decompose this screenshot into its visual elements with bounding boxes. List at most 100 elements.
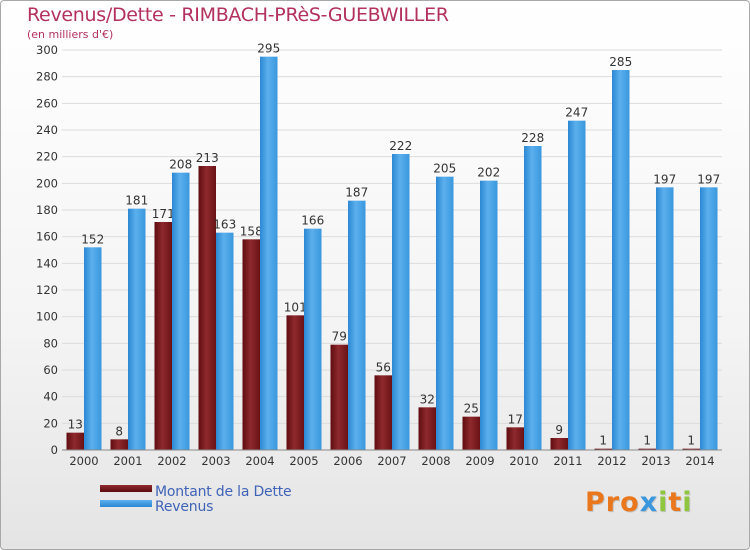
brand-letter: x — [639, 487, 659, 518]
x-tick-label: 2007 — [377, 454, 406, 468]
bar-debt-2002 — [154, 222, 172, 450]
data-label-debt-2013: 1 — [643, 434, 651, 448]
x-tick-label: 2006 — [333, 454, 362, 468]
y-tick-label: 280 — [36, 70, 58, 84]
y-tick-label: 220 — [36, 150, 58, 164]
x-tick-label: 2009 — [465, 454, 494, 468]
data-label-revenue-2014: 197 — [697, 172, 720, 186]
x-tick-label: 2013 — [641, 454, 670, 468]
x-tick-label: 2014 — [685, 454, 714, 468]
data-label-debt-2003: 213 — [196, 151, 219, 165]
brand-logo: Proxiti — [585, 487, 693, 518]
bar-debt-2005 — [286, 315, 304, 450]
y-tick-label: 160 — [36, 230, 58, 244]
bar-revenue-2000 — [84, 247, 102, 450]
data-label-debt-2004: 158 — [240, 224, 263, 238]
y-tick-label: 100 — [36, 310, 58, 324]
data-label-debt-2009: 25 — [464, 402, 479, 416]
bar-revenue-2006 — [348, 200, 366, 450]
bar-debt-2011 — [550, 438, 568, 450]
bar-revenue-2012 — [612, 70, 630, 450]
data-label-revenue-2003: 163 — [213, 218, 236, 232]
chart-title: Revenus/Dette - RIMBACH-PRèS-GUEBWILLER — [27, 4, 449, 26]
x-tick-label: 2001 — [113, 454, 142, 468]
y-tick-label: 20 — [43, 416, 58, 430]
brand-letter: o — [620, 487, 640, 518]
bar-revenue-2005 — [304, 228, 322, 450]
y-tick-label: 140 — [36, 256, 58, 270]
bar-debt-2006 — [330, 344, 348, 450]
x-tick-label: 2011 — [553, 454, 582, 468]
bar-revenue-2003 — [216, 232, 234, 450]
brand-letter: r — [605, 487, 621, 518]
bar-debt-2012 — [594, 448, 612, 450]
data-label-debt-2010: 17 — [508, 412, 523, 426]
bar-debt-2014 — [682, 448, 700, 450]
y-tick-label: 240 — [36, 123, 58, 137]
x-tick-label: 2000 — [69, 454, 98, 468]
y-tick-label: 200 — [36, 176, 58, 190]
bar-revenue-2002 — [172, 172, 190, 450]
bar-debt-2003 — [198, 166, 216, 450]
bar-revenue-2011 — [568, 120, 586, 451]
bar-revenue-2014 — [700, 187, 718, 451]
data-label-debt-2007: 56 — [376, 360, 391, 374]
data-label-revenue-2001: 181 — [125, 194, 148, 208]
bar-revenue-2009 — [480, 180, 498, 450]
x-tick-label: 2012 — [597, 454, 626, 468]
data-label-revenue-2002: 208 — [169, 158, 192, 172]
y-tick-label: 260 — [36, 96, 58, 110]
bar-debt-2013 — [638, 448, 656, 450]
x-tick-label: 2003 — [201, 454, 230, 468]
data-label-revenue-2010: 228 — [521, 131, 544, 145]
y-axis-ticks: 0 20 40 60 80 100 120 140 160 180 200 220 240 260 280 3… — [36, 43, 58, 457]
y-tick-label: 300 — [36, 43, 58, 57]
bar-revenue-2008 — [436, 176, 454, 450]
brand-letter: t — [668, 487, 683, 518]
bar-revenue-2004 — [260, 56, 278, 451]
data-label-revenue-2000: 152 — [81, 232, 104, 246]
brand-letter: P — [585, 487, 606, 518]
data-label-revenue-2007: 222 — [389, 139, 412, 153]
bar-debt-2010 — [506, 427, 524, 450]
data-label-debt-2014: 1 — [687, 434, 695, 448]
data-label-revenue-2004: 295 — [257, 42, 280, 56]
brand-letter: i — [658, 487, 669, 518]
data-label-revenue-2006: 187 — [345, 186, 368, 200]
data-label-debt-2012: 1 — [599, 434, 607, 448]
bar-revenue-2001 — [128, 208, 146, 450]
legend-label-revenue: Revenus — [155, 499, 214, 515]
data-label-debt-2002: 171 — [152, 207, 175, 221]
bar-revenue-2010 — [524, 146, 542, 450]
bar-revenue-2013 — [656, 187, 674, 451]
bar-debt-2001 — [110, 439, 128, 450]
bar-revenue-2007 — [392, 154, 410, 450]
data-label-debt-2011: 9 — [555, 423, 563, 437]
data-label-revenue-2005: 166 — [301, 214, 324, 228]
chart-subtitle: (en milliers d'€) — [27, 28, 114, 41]
data-label-revenue-2009: 202 — [477, 166, 500, 180]
legend-swatch-revenue — [100, 500, 152, 507]
x-axis: 2000 2001 2002 2003 2004 2005 2006 2007 2008 2009… — [62, 449, 722, 468]
data-label-revenue-2008: 205 — [433, 162, 456, 176]
y-tick-label: 0 — [51, 443, 58, 457]
y-tick-label: 120 — [36, 283, 58, 297]
x-tick-label: 2004 — [245, 454, 274, 468]
y-tick-label: 40 — [43, 390, 58, 404]
data-label-debt-2005: 101 — [284, 300, 307, 314]
bar-debt-2009 — [462, 416, 480, 450]
data-label-debt-2001: 8 — [115, 424, 123, 438]
bar-debt-2004 — [242, 239, 260, 450]
data-label-debt-2006: 79 — [332, 330, 347, 344]
x-tick-label: 2008 — [421, 454, 450, 468]
y-tick-label: 180 — [36, 203, 58, 217]
legend-label-debt: Montant de la Dette — [155, 484, 292, 500]
bar-debt-2000 — [66, 432, 84, 450]
bar-debt-2008 — [418, 407, 436, 450]
data-label-debt-2008: 32 — [420, 392, 435, 406]
x-tick-label: 2010 — [509, 454, 538, 468]
data-label-revenue-2013: 197 — [653, 172, 676, 186]
x-tick-label: 2002 — [157, 454, 186, 468]
